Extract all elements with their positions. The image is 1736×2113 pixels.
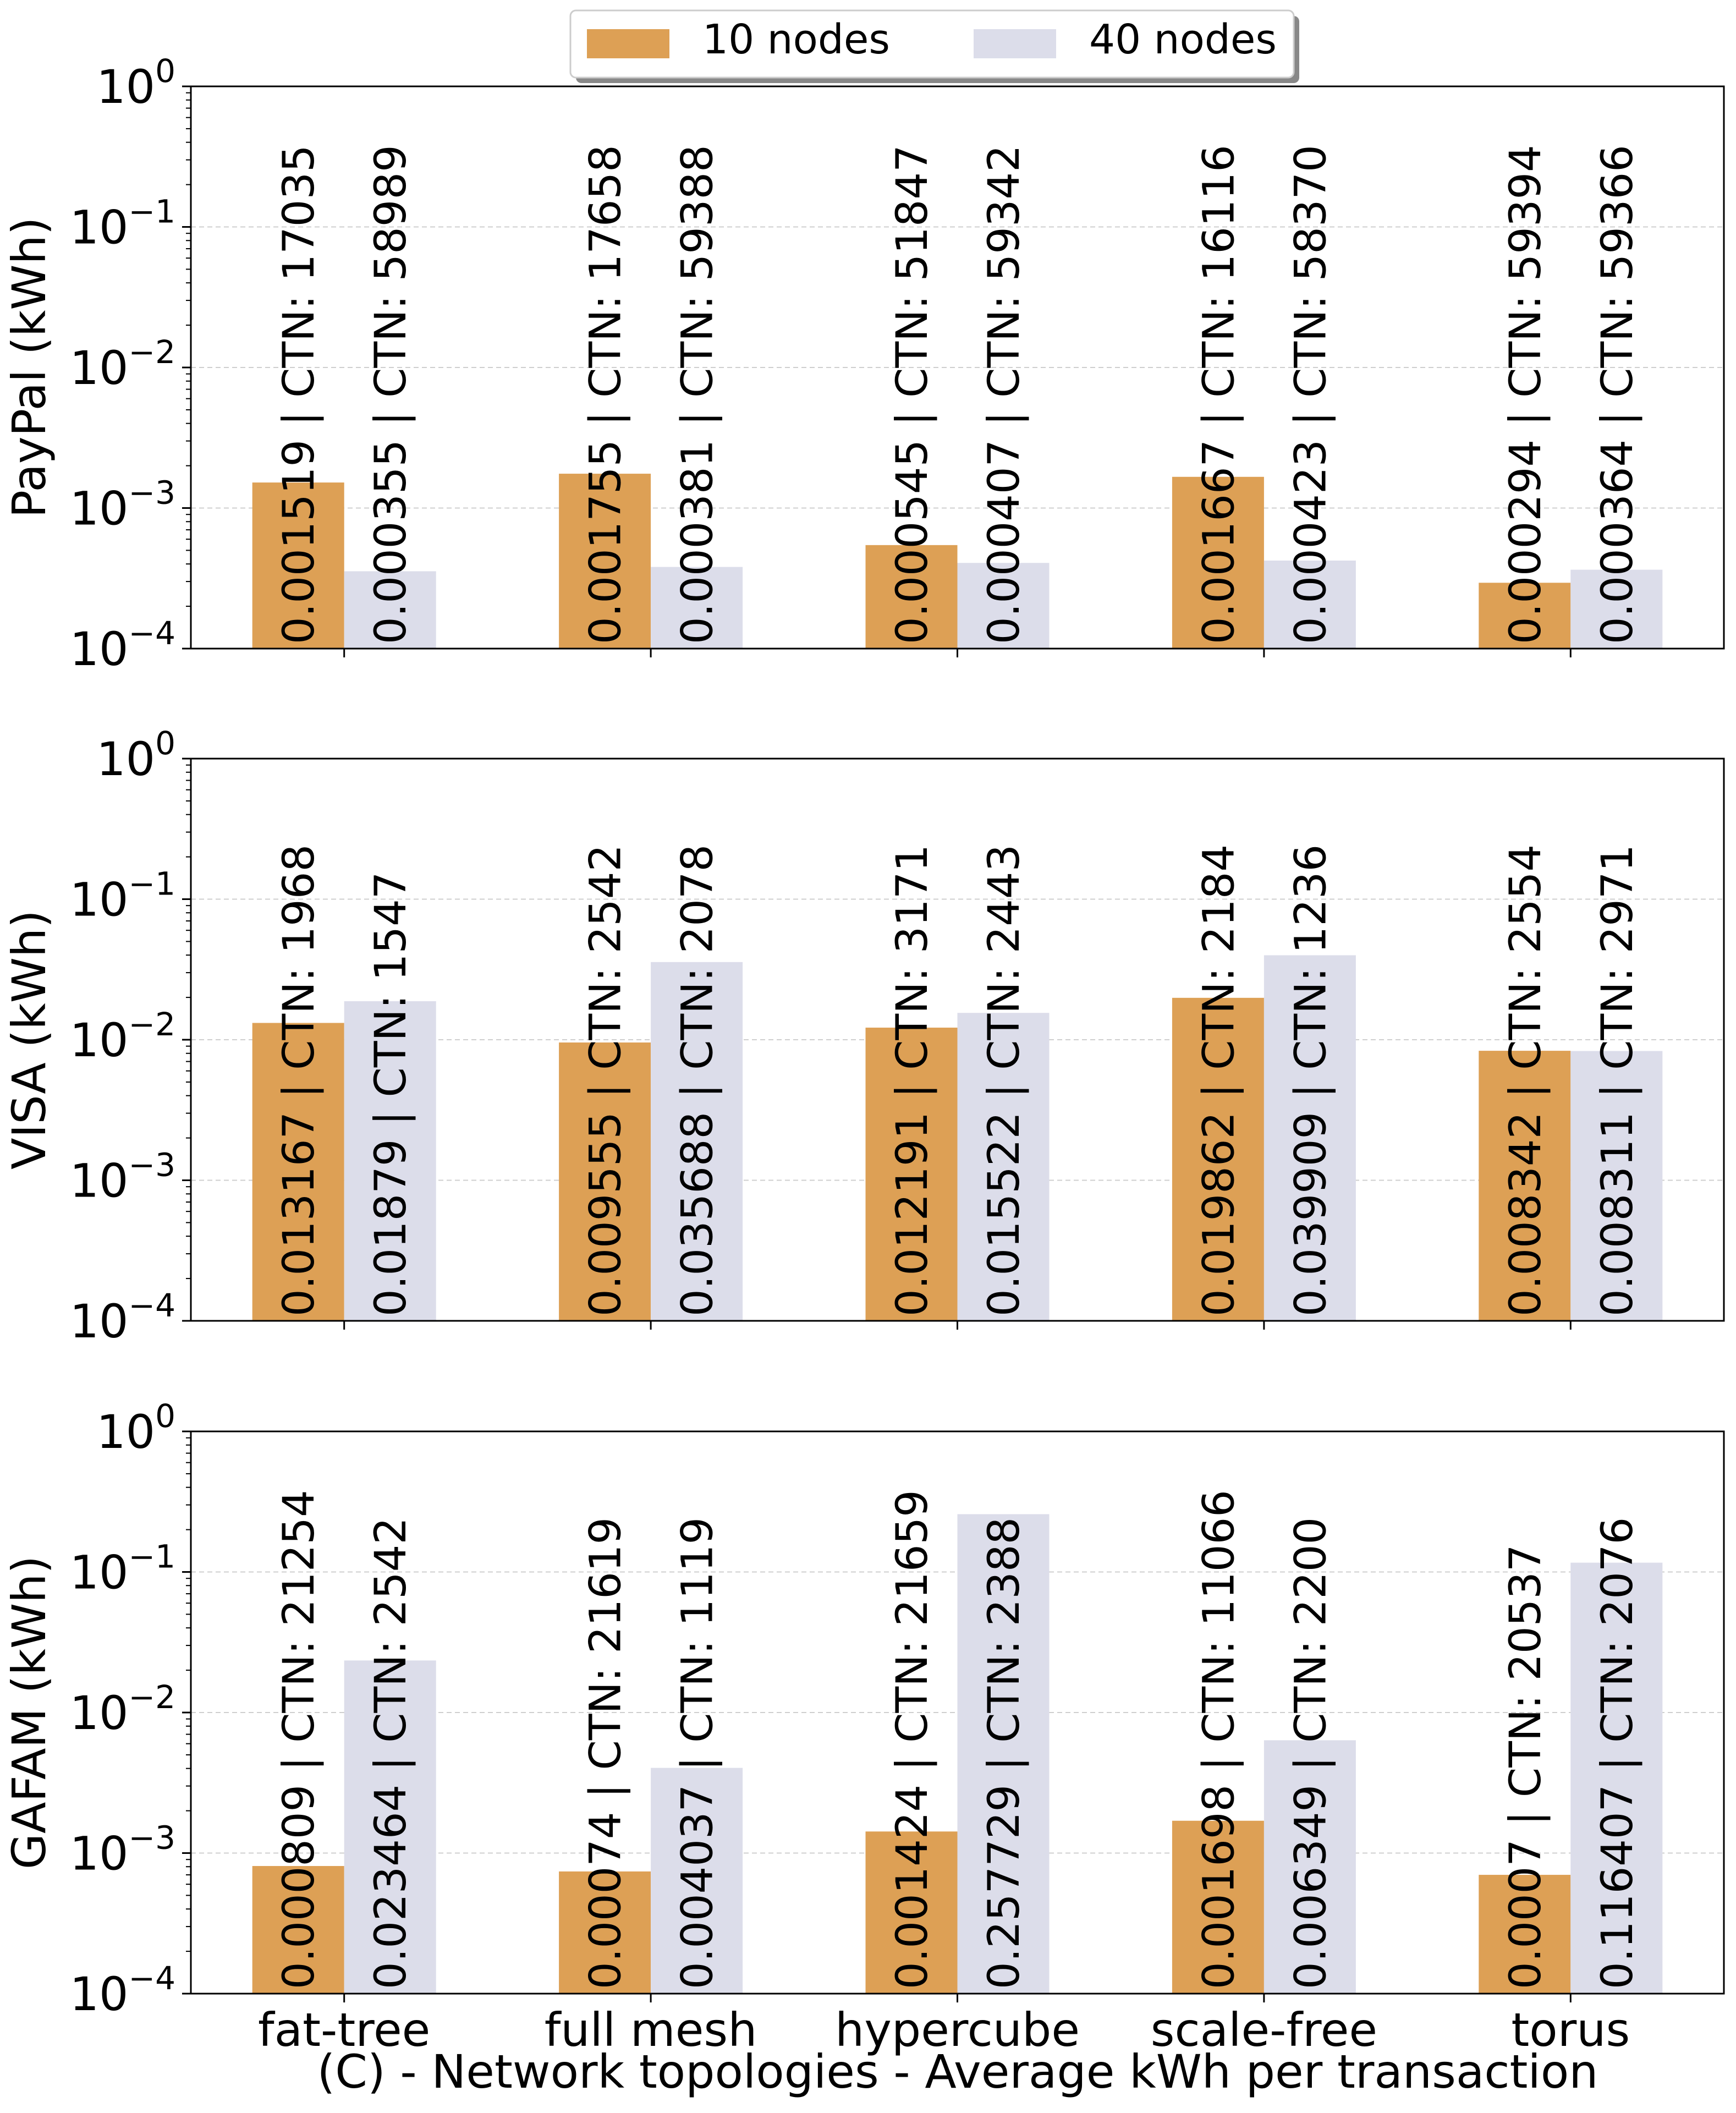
bar-value-label: 0.015522 | CTN: 2443 (980, 844, 1029, 1316)
bar-value-label: 0.257729 | CTN: 2388 (980, 1517, 1029, 1989)
bar-value-label: 0.001519 | CTN: 17035 (274, 145, 324, 644)
legend-label-10-nodes: 10 nodes (702, 16, 890, 63)
y-tick-label: 10−1 (70, 865, 175, 927)
bar (1172, 1820, 1264, 1994)
y-tick-label: 10−3 (70, 1819, 175, 1881)
x-tick-label: full mesh (545, 2003, 757, 2057)
y-tick-label: 100 (96, 52, 175, 114)
bar (651, 567, 743, 649)
bar-value-label: 0.006349 | CTN: 2200 (1286, 1517, 1336, 1989)
bar-value-label: 0.000423 | CTN: 58370 (1286, 145, 1336, 644)
bar-value-label: 0.000355 | CTN: 58989 (366, 145, 416, 644)
bar-value-label: 0.009555 | CTN: 2542 (581, 844, 631, 1316)
bar (344, 571, 436, 649)
bar (957, 1013, 1050, 1321)
x-tick-label: fat-tree (258, 2003, 430, 2057)
bar (651, 962, 743, 1321)
bar-value-label: 0.023464 | CTN: 2542 (366, 1517, 416, 1989)
legend: 10 nodes 40 nodes (569, 9, 1299, 83)
y-tick-label: 10−3 (70, 474, 175, 536)
x-tick-label: torus (1511, 2003, 1630, 2057)
bar (865, 1831, 958, 1994)
bar (252, 1866, 344, 1994)
y-tick-label: 10−3 (70, 1146, 175, 1208)
y-tick-label: 10−4 (70, 1287, 175, 1348)
bar (1172, 476, 1264, 649)
y-tick-label: 10−2 (70, 1678, 175, 1740)
bar (957, 1514, 1050, 1994)
bar (1479, 583, 1571, 649)
y-tick-label: 10−4 (70, 614, 175, 676)
panel-1: 0.013167 | CTN: 1968 0.01879 | CTN: 1547 0… (2, 725, 1725, 1348)
bar (344, 1660, 436, 1994)
bar-value-label: 0.000294 | CTN: 59394 (1501, 145, 1551, 644)
y-axis-label: GAFAM (kWh) (2, 1556, 56, 1869)
y-axis-label: VISA (kWh) (2, 910, 56, 1170)
bar (651, 1768, 743, 1994)
bar (1263, 560, 1356, 649)
bar-value-label: 0.00074 | CTN: 21619 (581, 1517, 631, 1989)
bar-value-label: 0.001424 | CTN: 21659 (888, 1490, 937, 1989)
bar (1263, 1740, 1356, 1994)
bar-value-label: 0.000809 | CTN: 21254 (274, 1490, 324, 1989)
legend-label-40-nodes: 40 nodes (1089, 16, 1277, 63)
y-tick-label: 10−4 (70, 1960, 175, 2021)
bar-value-label: 0.0007 | CTN: 20537 (1501, 1545, 1551, 1989)
bar (252, 482, 344, 649)
legend-swatch-10-nodes (587, 29, 669, 58)
panel-0: 0.001519 | CTN: 17035 0.000355 | CTN: 589… (2, 52, 1725, 676)
bar-value-label: 0.001755 | CTN: 17658 (581, 145, 631, 644)
bar (865, 545, 958, 649)
bar (559, 1042, 651, 1321)
bar-value-label: 0.008311 | CTN: 2971 (1593, 844, 1642, 1316)
y-axis-label: PayPal (kWh) (2, 217, 56, 518)
bar (344, 1001, 436, 1321)
bar (559, 474, 651, 649)
bar-value-label: 0.000545 | CTN: 51847 (888, 145, 937, 644)
y-tick-label: 100 (96, 725, 175, 786)
bar-value-label: 0.019862 | CTN: 2184 (1194, 844, 1244, 1316)
y-tick-label: 10−1 (70, 1538, 175, 1600)
bar-value-label: 0.116407 | CTN: 2076 (1593, 1517, 1642, 1989)
y-tick-label: 10−2 (70, 333, 175, 395)
bar (1570, 1051, 1663, 1321)
bar (1479, 1875, 1571, 1994)
bar-value-label: 0.035688 | CTN: 2078 (673, 844, 723, 1316)
legend-swatch-40-nodes (974, 29, 1056, 58)
bar (1172, 997, 1264, 1321)
bar (252, 1023, 344, 1321)
bar-value-label: 0.012191 | CTN: 3171 (888, 844, 937, 1316)
legend-frame (569, 9, 1295, 79)
bar-value-label: 0.000381 | CTN: 59388 (673, 145, 723, 644)
y-tick-label: 10−1 (70, 193, 175, 255)
bar-value-label: 0.004037 | CTN: 1119 (673, 1517, 723, 1989)
x-tick-label: scale-free (1151, 2003, 1377, 2057)
bar-value-label: 0.039909 | CTN: 1236 (1286, 844, 1336, 1316)
y-tick-label: 10−2 (70, 1006, 175, 1067)
x-axis-label: (C) - Network topologies - Average kWh p… (317, 2045, 1598, 2099)
bar (1479, 1051, 1571, 1321)
bar (1570, 1562, 1663, 1994)
bar (1570, 569, 1663, 649)
bar-value-label: 0.000407 | CTN: 59342 (980, 145, 1029, 644)
bar (957, 563, 1050, 649)
panel-2: 0.000809 | CTN: 21254 0.023464 | CTN: 254… (2, 1397, 1725, 2057)
bar-value-label: 0.001698 | CTN: 11066 (1194, 1490, 1244, 1989)
bar-value-label: 0.01879 | CTN: 1547 (366, 872, 416, 1316)
x-tick-label: hypercube (835, 2003, 1080, 2057)
bar (1263, 955, 1356, 1321)
subplots: 0.001519 | CTN: 17035 0.000355 | CTN: 589… (2, 52, 1725, 2057)
bar-value-label: 0.001667 | CTN: 16116 (1194, 145, 1244, 644)
bar (559, 1871, 651, 1994)
bar (865, 1028, 958, 1321)
y-tick-label: 100 (96, 1397, 175, 1459)
bar-value-label: 0.008342 | CTN: 2554 (1501, 844, 1551, 1316)
bar-value-label: 0.013167 | CTN: 1968 (274, 844, 324, 1316)
bar-value-label: 0.000364 | CTN: 59366 (1593, 145, 1642, 644)
